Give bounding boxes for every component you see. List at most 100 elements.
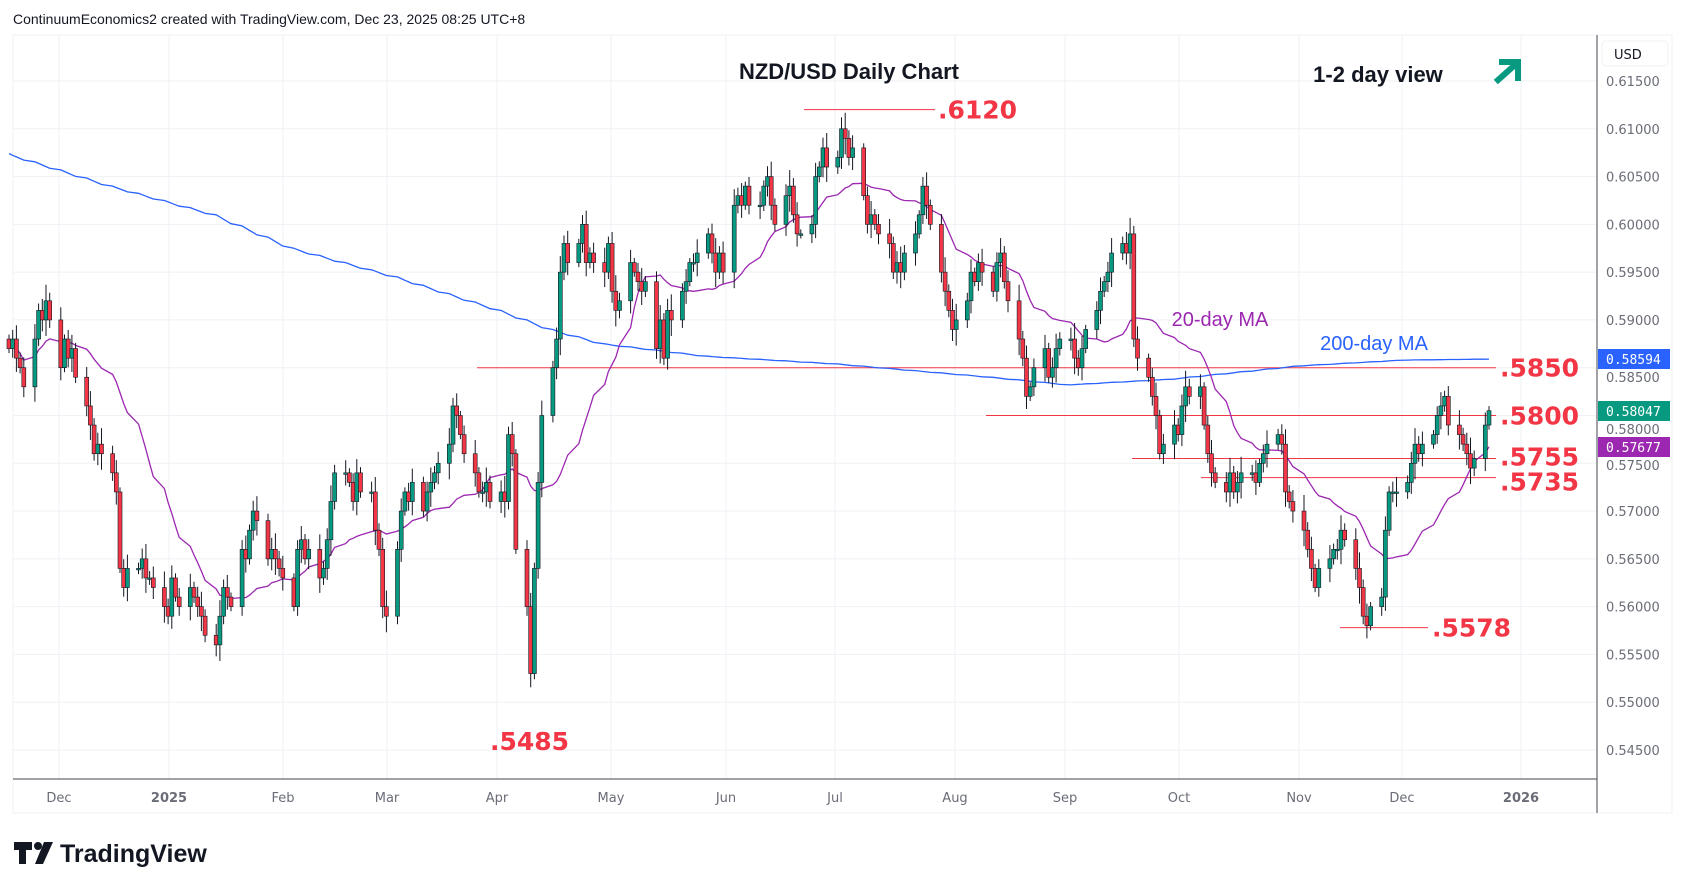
candle[interactable] [1020, 331, 1026, 367]
candle[interactable] [824, 132, 830, 182]
candle[interactable] [506, 426, 511, 510]
candle[interactable] [1420, 431, 1425, 467]
candle[interactable] [913, 221, 918, 266]
candle[interactable] [1335, 538, 1340, 560]
candle[interactable] [202, 609, 208, 643]
candle[interactable] [47, 292, 53, 328]
candle[interactable] [143, 543, 149, 593]
candle[interactable] [861, 143, 867, 201]
candle[interactable] [239, 540, 245, 616]
candle[interactable] [73, 342, 78, 384]
candle[interactable] [1446, 386, 1451, 436]
candle[interactable] [432, 465, 437, 490]
candle[interactable] [924, 172, 929, 220]
candle[interactable] [225, 574, 230, 610]
candle[interactable] [1290, 490, 1296, 523]
candle[interactable] [306, 538, 312, 570]
candle[interactable] [1283, 429, 1288, 507]
candle[interactable] [1209, 439, 1214, 487]
candle[interactable] [1261, 444, 1266, 473]
candle[interactable] [1083, 324, 1088, 354]
candle[interactable] [757, 191, 763, 220]
candle[interactable] [217, 600, 223, 661]
candle[interactable] [461, 425, 467, 463]
candle[interactable] [151, 566, 156, 599]
candle[interactable] [532, 562, 537, 680]
candle[interactable] [628, 249, 633, 314]
candle[interactable] [768, 161, 774, 221]
candle[interactable] [1286, 485, 1292, 509]
candle[interactable] [1146, 353, 1151, 382]
candle[interactable] [276, 550, 282, 577]
candle[interactable] [813, 162, 818, 239]
candle[interactable] [428, 467, 434, 507]
candle[interactable] [550, 360, 556, 423]
candle[interactable] [1305, 522, 1310, 558]
candle[interactable] [1079, 335, 1085, 381]
candle[interactable] [791, 178, 796, 223]
candle[interactable] [188, 573, 193, 621]
candle[interactable] [1053, 333, 1059, 383]
candle[interactable] [421, 476, 426, 517]
candle[interactable] [887, 219, 892, 259]
candle[interactable] [243, 535, 249, 573]
currency-badge[interactable] [1601, 40, 1669, 67]
candle[interactable] [979, 248, 985, 286]
candle[interactable] [1161, 433, 1166, 465]
candle[interactable] [450, 397, 456, 453]
candle[interactable] [1098, 277, 1103, 325]
candle[interactable] [1353, 528, 1359, 580]
candle[interactable] [213, 623, 219, 657]
candle[interactable] [32, 324, 38, 402]
candle[interactable] [10, 329, 15, 358]
candle[interactable] [535, 472, 541, 579]
candle[interactable] [1275, 428, 1281, 450]
candle[interactable] [509, 421, 515, 467]
candle[interactable] [1046, 342, 1051, 384]
candle[interactable] [939, 214, 944, 283]
candle[interactable] [1386, 486, 1392, 536]
candle[interactable] [1157, 409, 1162, 460]
candle[interactable] [876, 214, 881, 245]
candle[interactable] [88, 391, 93, 440]
candle[interactable] [1309, 536, 1314, 582]
candle[interactable] [809, 215, 815, 244]
candle[interactable] [720, 241, 726, 284]
candle[interactable] [199, 591, 204, 632]
candle[interactable] [125, 554, 130, 602]
candle[interactable] [1360, 579, 1366, 625]
candle[interactable] [254, 496, 260, 536]
candle[interactable] [1464, 432, 1470, 466]
candle[interactable] [6, 334, 12, 354]
candle[interactable] [1179, 394, 1185, 447]
candle[interactable] [328, 485, 334, 556]
candle[interactable] [1094, 301, 1100, 339]
candle[interactable] [162, 571, 167, 623]
candle[interactable] [195, 586, 200, 617]
candle[interactable] [942, 257, 948, 307]
candle[interactable] [435, 451, 441, 485]
candle[interactable] [1434, 406, 1440, 444]
candles[interactable] [6, 112, 1492, 688]
candle[interactable] [250, 500, 256, 541]
candle[interactable] [1005, 270, 1011, 313]
candle[interactable] [816, 161, 822, 183]
candle[interactable] [1235, 470, 1240, 504]
candle[interactable] [472, 439, 478, 487]
candle[interactable] [1105, 261, 1111, 293]
candle[interactable] [446, 428, 452, 480]
candle[interactable] [557, 256, 563, 356]
candle[interactable] [424, 481, 430, 522]
candle[interactable] [902, 245, 907, 281]
candle[interactable] [395, 541, 400, 625]
candle[interactable] [916, 210, 922, 239]
candle[interactable] [476, 467, 482, 498]
candle[interactable] [291, 573, 297, 612]
candle[interactable] [635, 262, 641, 291]
candle[interactable] [84, 366, 89, 417]
candle[interactable] [372, 477, 378, 546]
candle[interactable] [1316, 559, 1322, 597]
candle[interactable] [1131, 225, 1137, 348]
candle[interactable] [1249, 464, 1255, 481]
candle[interactable] [1109, 238, 1114, 288]
